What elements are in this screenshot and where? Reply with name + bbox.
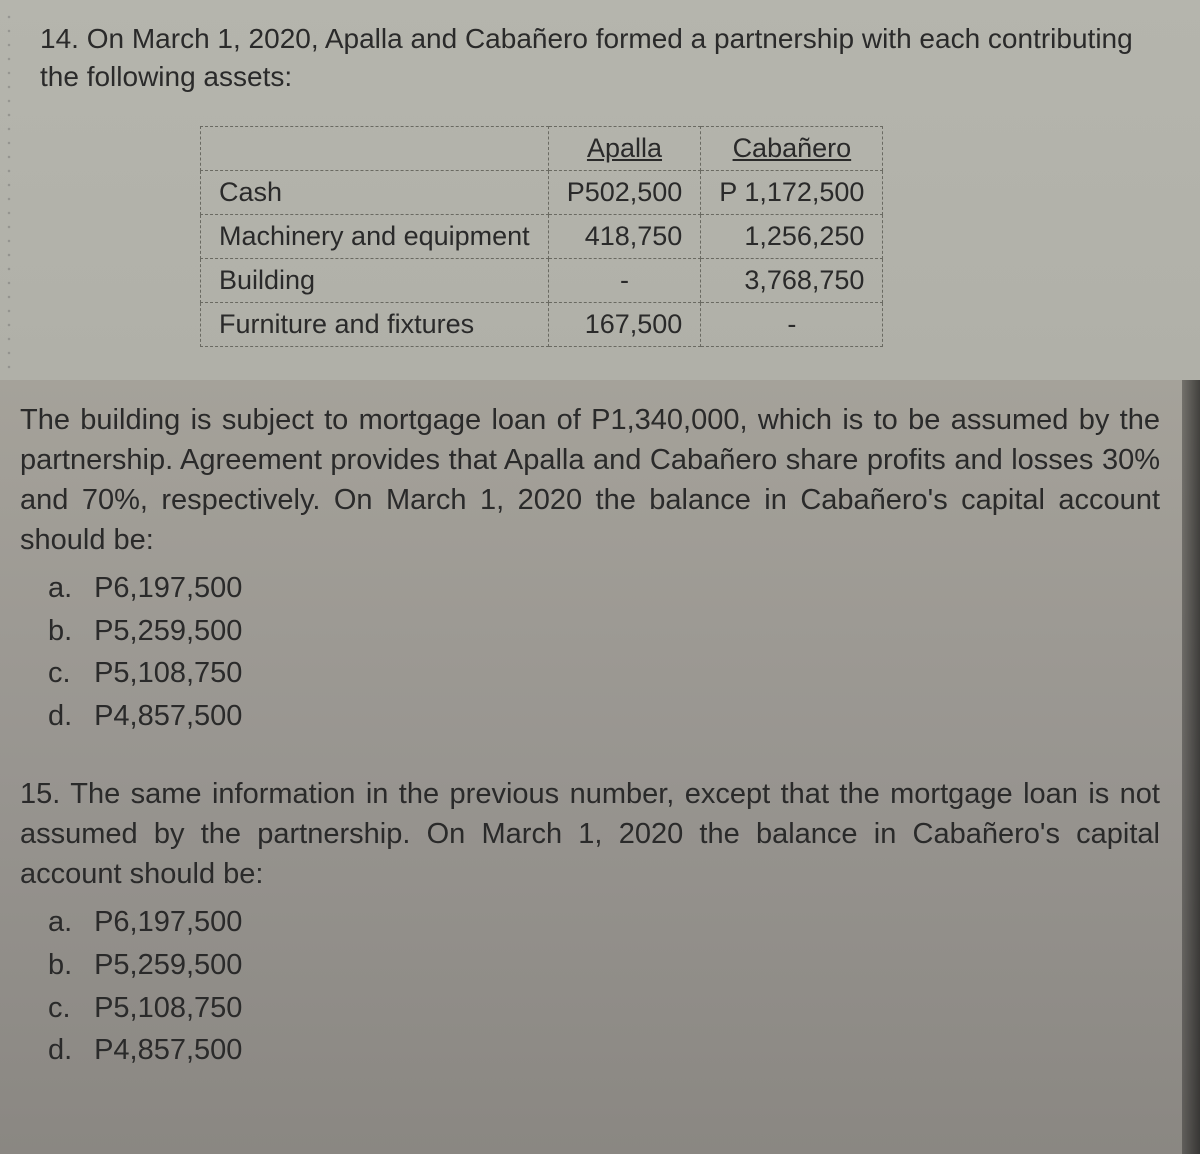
row-c1: - [548, 258, 701, 302]
option-value: P5,108,750 [94, 657, 242, 689]
list-item: d. P4,857,500 [48, 696, 1160, 737]
page-upper-section: 14. On March 1, 2020, Apalla and Cabañer… [0, 0, 1200, 380]
table-row: Cash P502,500 P 1,172,500 [201, 170, 883, 214]
option-label: b. [48, 611, 86, 652]
row-c2: 3,768,750 [701, 258, 883, 302]
q14-options: a. P6,197,500 b. P5,259,500 c. P5,108,75… [48, 568, 1160, 736]
page-right-edge-shadow [1182, 380, 1200, 1154]
row-c2: 1,256,250 [701, 214, 883, 258]
option-label: c. [48, 988, 86, 1029]
list-item: c. P5,108,750 [48, 988, 1160, 1029]
row-c2: P 1,172,500 [701, 170, 883, 214]
row-c1: 167,500 [548, 302, 701, 346]
row-c2: - [701, 302, 883, 346]
row-label: Machinery and equipment [201, 214, 549, 258]
col-apalla-header: Apalla [548, 126, 701, 170]
option-label: b. [48, 945, 86, 986]
row-label: Furniture and fixtures [201, 302, 549, 346]
option-label: d. [48, 696, 86, 737]
table-header-row: Apalla Cabañero [201, 126, 883, 170]
list-item: a. P6,197,500 [48, 902, 1160, 943]
row-c1: P502,500 [548, 170, 701, 214]
option-label: a. [48, 568, 86, 609]
q14-body: The building is subject to mortgage loan… [20, 400, 1160, 560]
col-cabanero-header: Cabañero [701, 126, 883, 170]
table-blank-header [201, 126, 549, 170]
q15-options: a. P6,197,500 b. P5,259,500 c. P5,108,75… [48, 902, 1160, 1070]
table-row: Machinery and equipment 418,750 1,256,25… [201, 214, 883, 258]
assets-table: Apalla Cabañero Cash P502,500 P 1,172,50… [200, 126, 883, 347]
option-label: a. [48, 902, 86, 943]
row-label: Cash [201, 170, 549, 214]
option-value: P4,857,500 [94, 1034, 242, 1066]
q14-intro: 14. On March 1, 2020, Apalla and Cabañer… [40, 20, 1160, 96]
table-row: Building - 3,768,750 [201, 258, 883, 302]
table-row: Furniture and fixtures 167,500 - [201, 302, 883, 346]
q14-number: 14. [40, 23, 79, 54]
row-c1: 418,750 [548, 214, 701, 258]
option-value: P6,197,500 [94, 906, 242, 938]
page-lower-section: The building is subject to mortgage loan… [0, 380, 1200, 1154]
option-value: P6,197,500 [94, 572, 242, 604]
list-item: b. P5,259,500 [48, 945, 1160, 986]
list-item: b. P5,259,500 [48, 611, 1160, 652]
option-value: P4,857,500 [94, 700, 242, 732]
option-value: P5,259,500 [94, 949, 242, 981]
list-item: a. P6,197,500 [48, 568, 1160, 609]
q14-intro-text: On March 1, 2020, Apalla and Cabañero fo… [40, 23, 1133, 92]
option-label: c. [48, 653, 86, 694]
option-value: P5,259,500 [94, 615, 242, 647]
row-label: Building [201, 258, 549, 302]
option-value: P5,108,750 [94, 992, 242, 1024]
list-item: c. P5,108,750 [48, 653, 1160, 694]
option-label: d. [48, 1030, 86, 1071]
q15-intro-text: The same information in the previous num… [20, 778, 1160, 890]
list-item: d. P4,857,500 [48, 1030, 1160, 1071]
page-perforation [6, 10, 12, 370]
q15-number: 15. [20, 778, 60, 810]
q15-block: 15. The same information in the previous… [20, 774, 1160, 1070]
q15-intro: 15. The same information in the previous… [20, 774, 1160, 894]
